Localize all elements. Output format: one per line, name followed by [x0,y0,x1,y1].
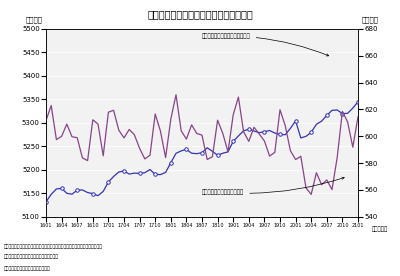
Text: （資料）総務省統計局「労働力調査」: （資料）総務省統計局「労働力調査」 [4,266,51,270]
Text: （年・月）: （年・月） [372,227,388,232]
Text: 図表３　雇用者数（季節調整値）の推移: 図表３ 雇用者数（季節調整値）の推移 [147,10,253,20]
Text: 対面型サービス業（右目盛）: 対面型サービス業（右目盛） [202,177,344,195]
Text: 全産業（除く対面型サービス業）: 全産業（除く対面型サービス業） [202,33,329,56]
Text: 季節調整はニッセイ基礎研究所による: 季節調整はニッセイ基礎研究所による [4,254,59,259]
Text: （万人）: （万人） [26,17,42,23]
Text: （万人）: （万人） [362,17,378,23]
Text: （注）対面型サービス業は運輸、宿泊・飲食サービス，生活関連サービス・娯楽: （注）対面型サービス業は運輸、宿泊・飲食サービス，生活関連サービス・娯楽 [4,244,103,249]
